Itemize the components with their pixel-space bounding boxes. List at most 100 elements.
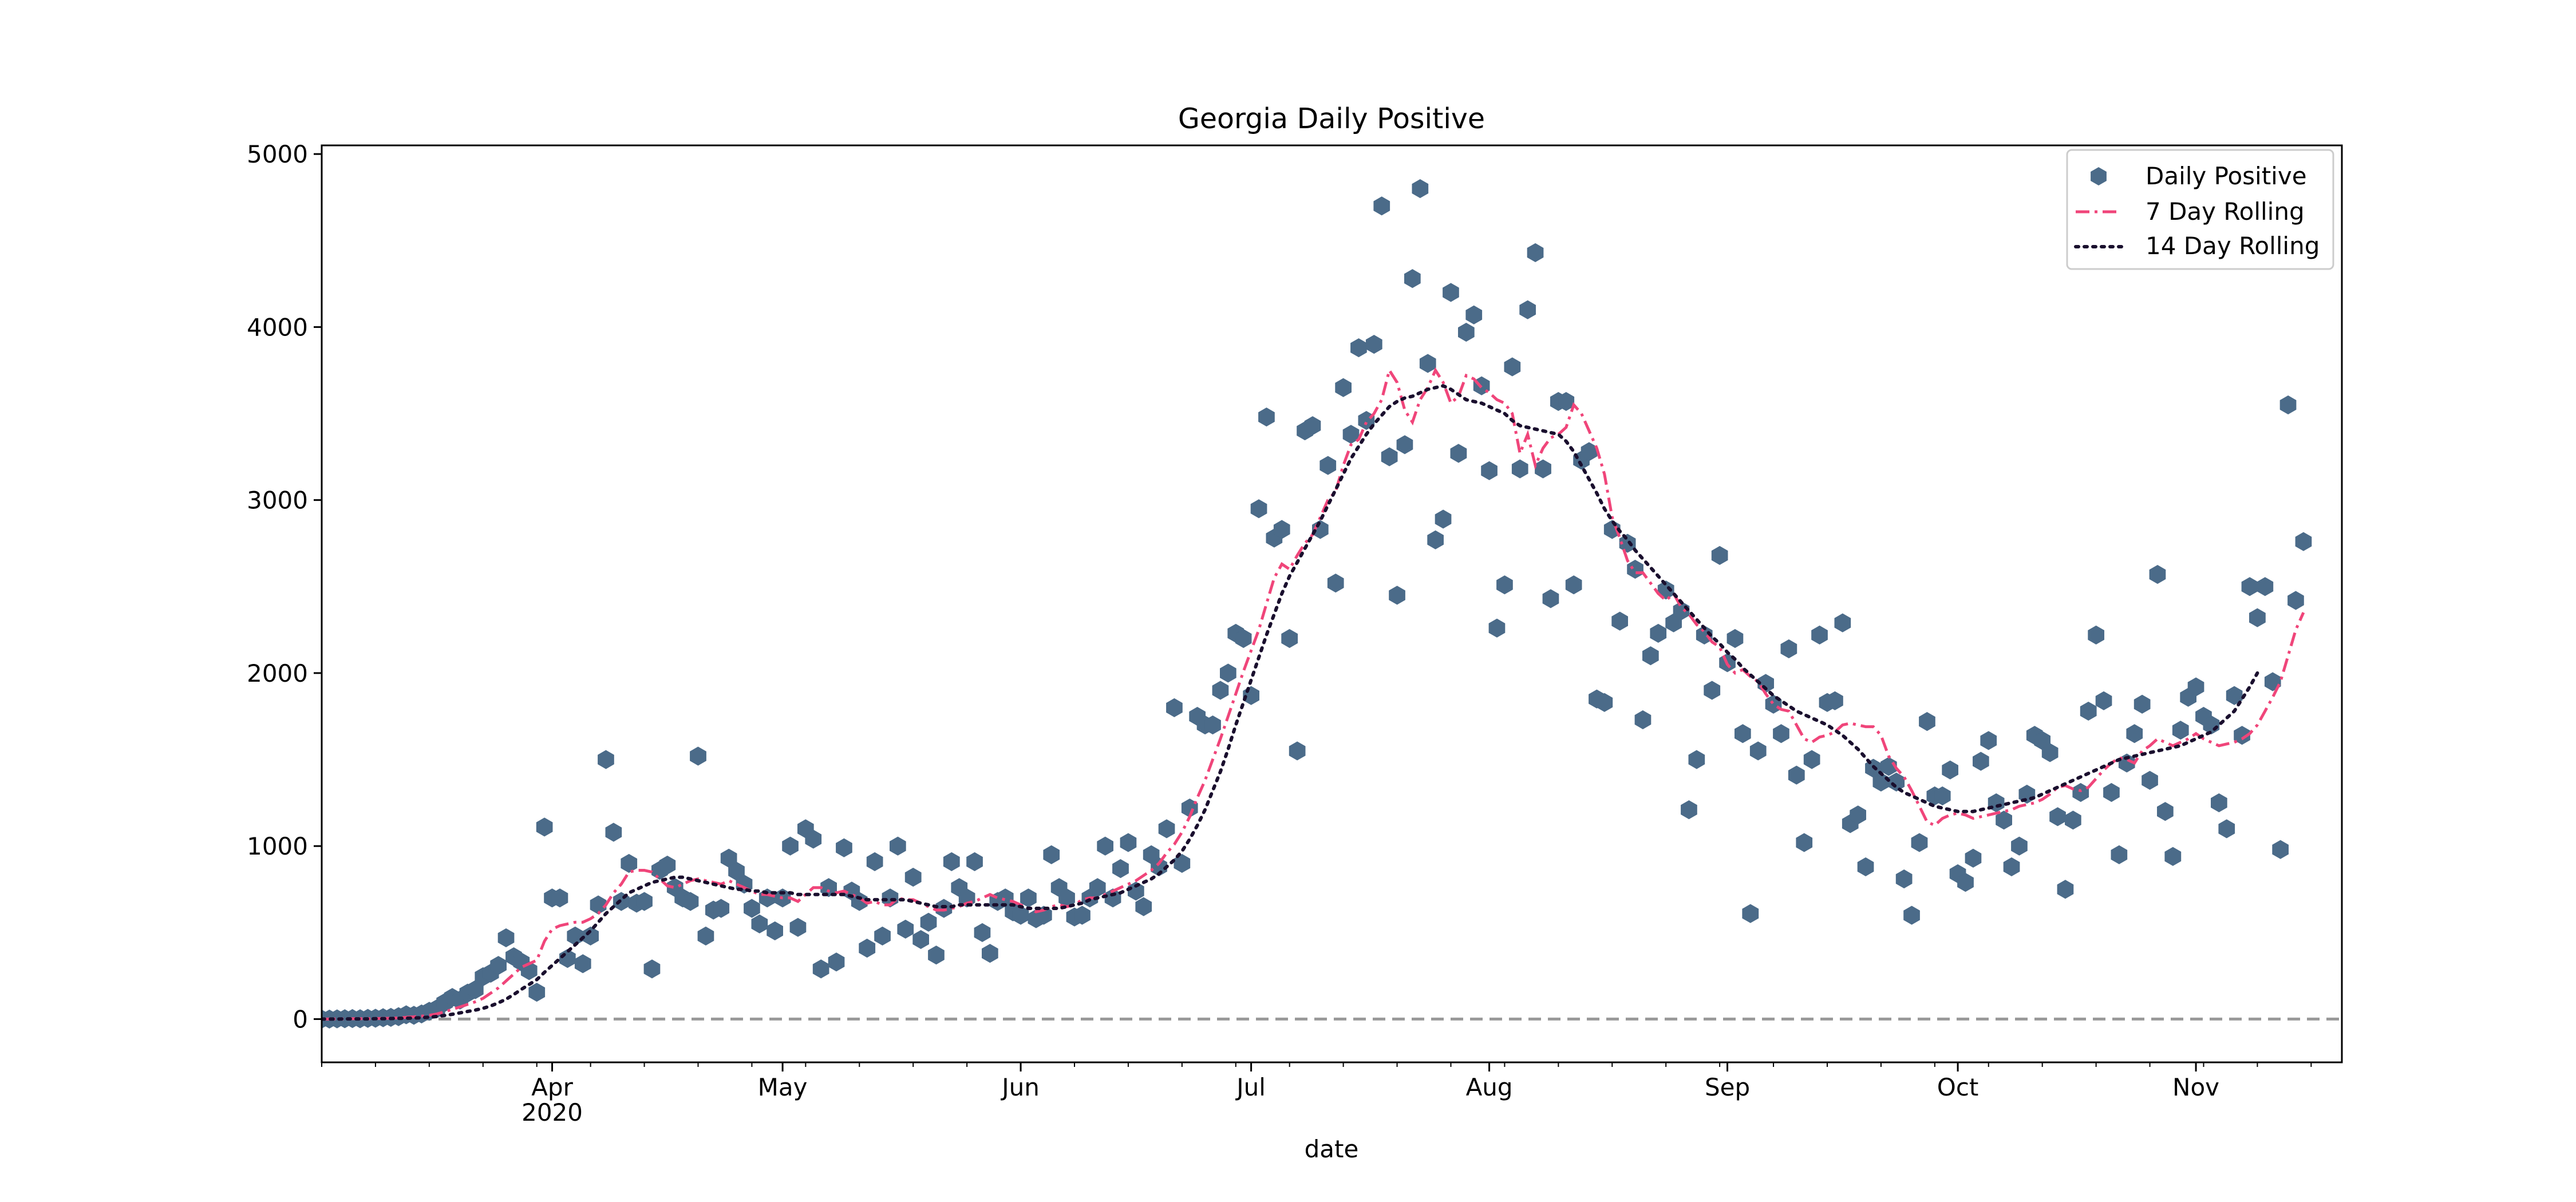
daily-positive-point — [2134, 694, 2151, 714]
daily-positive-point — [1319, 456, 1337, 475]
daily-positive-point — [1465, 305, 1483, 325]
daily-positive-point — [1934, 786, 1951, 806]
daily-positive-point — [1419, 354, 1436, 373]
daily-positive-point — [1735, 724, 1751, 744]
daily-positive-point — [751, 914, 768, 934]
x-tick-label: Apr — [531, 1073, 573, 1101]
daily-positive-point — [1796, 833, 1813, 852]
daily-positive-point — [1458, 322, 1475, 342]
daily-positive-point — [1973, 752, 1989, 771]
daily-positive-point — [621, 853, 638, 873]
daily-positive-point — [874, 926, 891, 946]
daily-positive-point — [1980, 731, 1997, 750]
daily-positive-point — [1827, 691, 1843, 710]
daily-positive-point — [1565, 575, 1582, 595]
daily-positive-point — [828, 952, 845, 972]
daily-positive-point — [1212, 681, 1229, 700]
daily-positive-point — [2041, 743, 2059, 762]
daily-positive-point — [1726, 628, 1744, 649]
daily-positive-point — [1611, 611, 1628, 631]
daily-positive-point — [1335, 378, 1352, 397]
daily-positive-point — [1527, 243, 1544, 262]
x-tick-label: Jul — [1235, 1073, 1266, 1101]
daily-positive-point — [1158, 819, 1175, 839]
daily-positive-point — [1942, 760, 1958, 780]
daily-positive-point — [2164, 847, 2182, 866]
daily-positive-point — [1258, 408, 1275, 427]
daily-positive-point — [1558, 392, 1575, 411]
daily-positive-point — [2103, 782, 2120, 802]
daily-positive-point — [1627, 559, 1643, 579]
daily-positive-point — [1097, 836, 1113, 856]
daily-positive-point — [1281, 628, 1298, 649]
daily-positive-point — [1834, 613, 1851, 632]
daily-positive-point — [1888, 772, 1905, 792]
daily-positive-point — [890, 836, 906, 856]
daily-positive-point — [782, 836, 799, 856]
daily-positive-point — [1704, 681, 1721, 700]
daily-positive-point — [1427, 530, 1444, 549]
daily-positive-point — [1481, 461, 1498, 480]
daily-positive-point — [1373, 196, 1390, 216]
x-tick-label: Jun — [1000, 1073, 1040, 1101]
daily-positive-point — [2211, 793, 2227, 813]
daily-positive-point — [1396, 435, 1413, 454]
daily-positive-point — [1389, 586, 1405, 605]
daily-positive-point — [1365, 335, 1382, 354]
daily-positive-point — [836, 838, 852, 857]
daily-positive-point — [1780, 639, 1797, 659]
daily-positive-point — [1711, 545, 1728, 565]
daily-positive-point — [1903, 906, 1920, 925]
daily-positive-point — [1619, 533, 1636, 553]
daily-positive-point — [767, 921, 783, 940]
chart-title: Georgia Daily Positive — [1178, 102, 1485, 135]
daily-positive-point — [574, 954, 591, 974]
daily-positive-point — [528, 983, 546, 1002]
daily-positive-point — [2003, 857, 2020, 876]
daily-positive-point — [904, 868, 922, 887]
daily-positive-point — [1235, 628, 1252, 649]
x-tick-sublabel: 2020 — [521, 1098, 583, 1126]
daily-positive-point — [1381, 447, 1398, 466]
daily-positive-point — [2241, 577, 2258, 596]
daily-positive-point — [974, 923, 991, 942]
daily-positive-point — [659, 855, 676, 875]
y-tick-label: 3000 — [247, 487, 308, 515]
daily-positive-point — [1273, 520, 1290, 539]
y-tick-label: 0 — [293, 1005, 308, 1033]
y-tick-label: 1000 — [247, 832, 308, 860]
daily-positive-point — [605, 823, 622, 842]
series-marks — [322, 179, 2312, 1029]
daily-positive-point — [1688, 750, 1705, 769]
x-tick-label: Aug — [1466, 1073, 1513, 1101]
y-axis: 0 1000 2000 3000 4000 5000 — [247, 140, 322, 1033]
daily-positive-point — [582, 926, 599, 946]
daily-positive-point — [643, 959, 661, 979]
daily-positive-point — [1135, 897, 1152, 916]
daily-positive-point — [982, 944, 998, 963]
daily-positive-point — [920, 912, 937, 932]
daily-positive-point — [1450, 444, 1467, 463]
daily-positive-point — [1504, 357, 1521, 377]
daily-positive-point — [897, 919, 914, 939]
daily-positive-point — [1327, 574, 1344, 593]
x-axis-label: date — [1305, 1135, 1359, 1163]
daily-positive-point — [1880, 757, 1897, 776]
daily-positive-point — [690, 746, 706, 766]
daily-positive-point — [1074, 906, 1091, 925]
daily-positive-point — [966, 852, 983, 871]
daily-positive-point — [2257, 577, 2274, 596]
daily-positive-point — [1773, 724, 1789, 744]
daily-positive-point — [1911, 833, 1928, 852]
daily-positive-point — [1857, 857, 1874, 876]
daily-positive-point — [682, 892, 699, 911]
daily-positive-point — [859, 938, 876, 958]
daily-positive-point — [789, 918, 807, 937]
legend-marker-daily-positive — [2091, 167, 2107, 185]
daily-positive-point — [805, 829, 822, 849]
daily-positive-point — [1166, 698, 1183, 717]
daily-positive-point — [1350, 338, 1367, 358]
daily-positive-point — [2272, 840, 2289, 859]
daily-positive-point — [820, 878, 837, 897]
